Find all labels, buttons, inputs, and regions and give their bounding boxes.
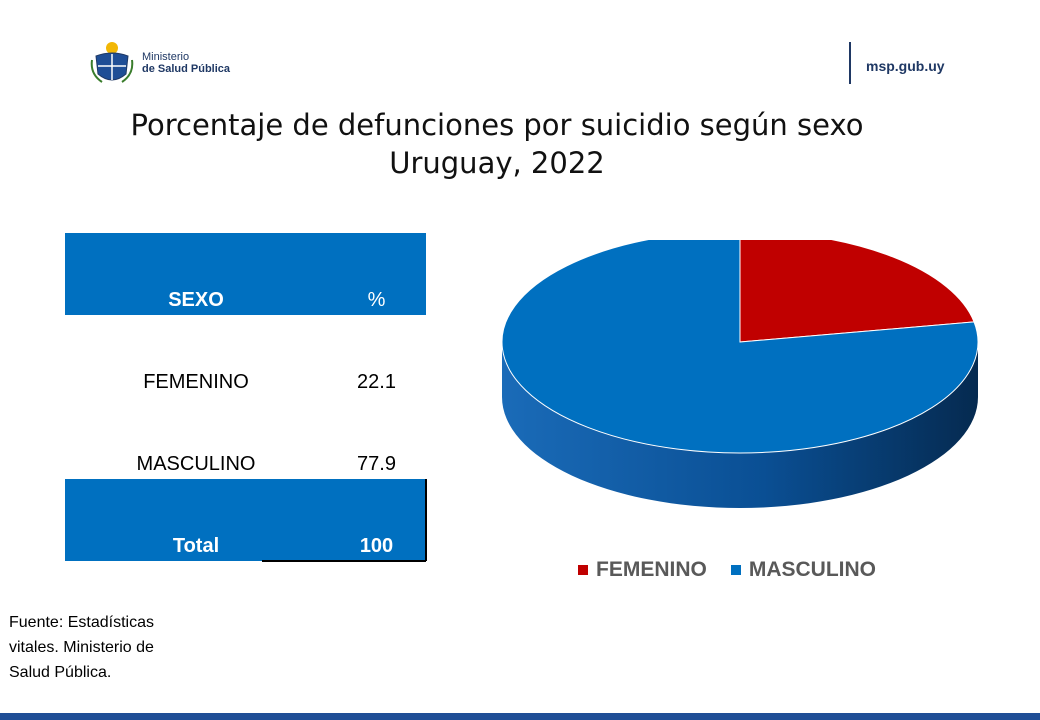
header-percent: % [367,289,386,311]
table-header-row: SEXO % [65,233,426,315]
title-line1: Porcentaje de defunciones por suicidio s… [130,108,864,142]
pie-side-masculino [502,342,978,508]
chart-title: Porcentaje de defunciones por suicidio s… [0,106,994,182]
header-divider [849,42,851,84]
table-total-row: Total 100 [65,479,426,561]
org-line2: de Salud Pública [142,63,231,75]
row-femenino-label: FEMENINO [143,371,249,393]
table-row: MASCULINO 77.9 [65,397,426,479]
footer-bar [0,713,1040,720]
legend-label-femenino: FEMENINO [596,558,707,581]
legend-swatch-masculino [730,565,741,575]
coat-of-arms-icon [90,42,134,83]
total-value: 100 [359,535,394,557]
pie-slice-masculino [501,240,979,454]
website-link[interactable]: msp.gub.uy [866,58,945,74]
chart-legend: FEMENINO MASCULINO [578,558,876,582]
org-line1: Ministerio [142,51,190,63]
total-label: Total [172,535,220,557]
source-note: Fuente: Estadísticas vitales. Ministerio… [9,614,154,681]
row-femenino-value: 22.1 [357,371,396,393]
legend-item-femenino: FEMENINO [578,558,707,582]
row-masculino-label: MASCULINO [136,453,256,475]
data-table: SEXO % FEMENINO 22.1 MASCULINO 77.9 Tota… [65,233,426,561]
pie-chart [501,240,979,508]
title-line2: Uruguay, 2022 [389,146,605,180]
total-underline [262,560,426,562]
ministry-logo: Ministerio de Salud Pública [90,40,230,86]
table-row: FEMENINO 22.1 [65,315,426,397]
header-sexo: SEXO [168,289,224,311]
legend-swatch-femenino [578,565,588,575]
row-masculino-value: 77.9 [357,453,396,475]
legend-item-masculino: MASCULINO [730,558,877,582]
pie-slice-femenino [739,240,975,343]
total-side-line [425,479,427,561]
legend-label-masculino: MASCULINO [748,558,877,581]
